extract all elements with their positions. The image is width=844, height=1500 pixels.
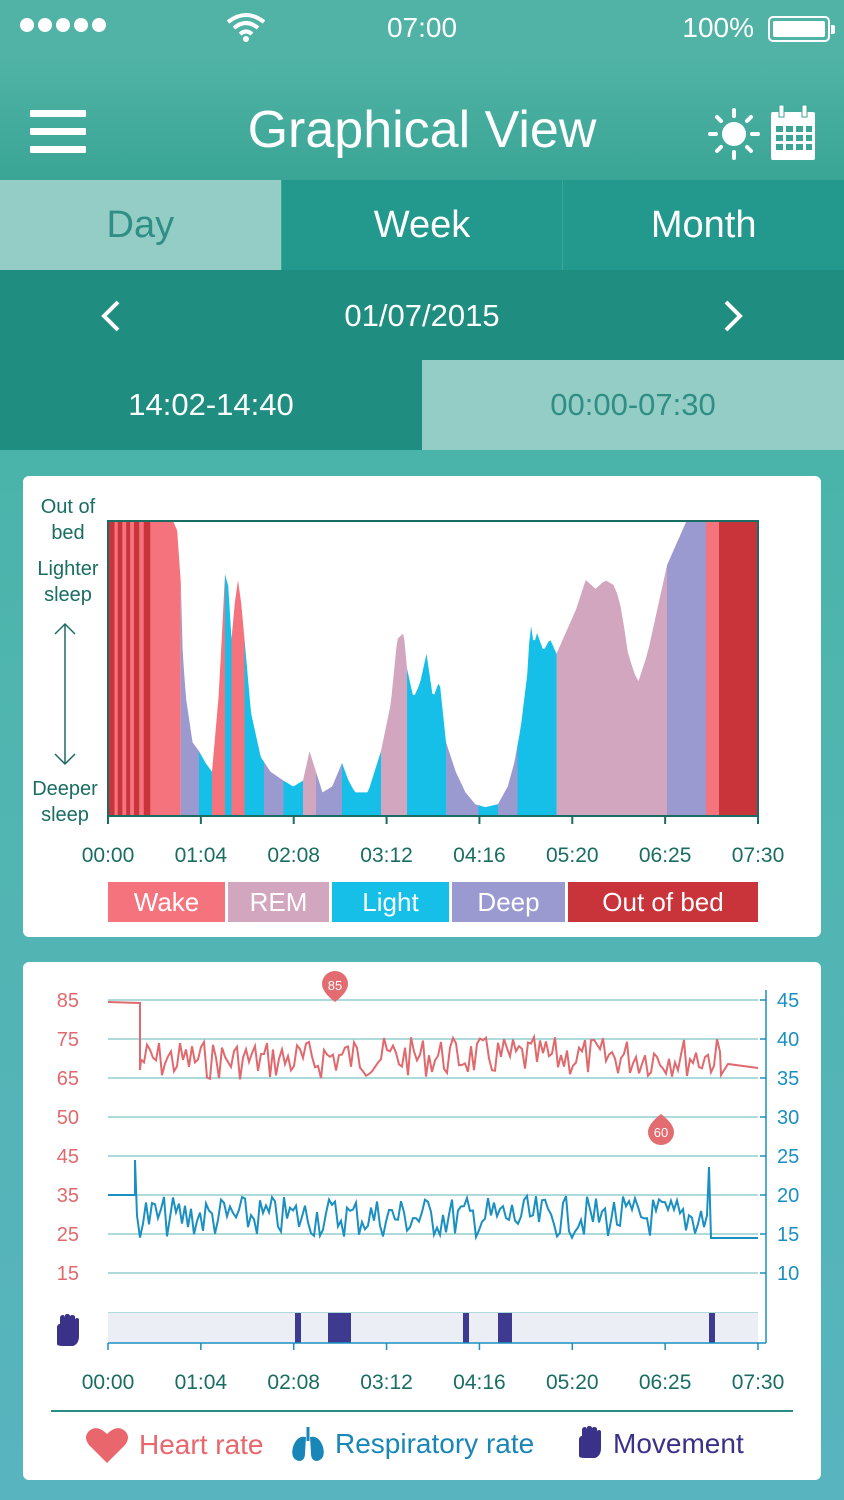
session-selector: 14:02-14:40 00:00-07:30 xyxy=(0,360,844,450)
legend-deep: Deep xyxy=(452,882,568,922)
movement-hand-icon xyxy=(57,1314,79,1346)
hr-axis-label: 35 xyxy=(57,1185,79,1207)
legend-light: Light xyxy=(332,882,452,922)
hr-axis-label: 50 xyxy=(57,1107,79,1129)
x-tick-label: 03:12 xyxy=(360,1371,413,1394)
movement-event xyxy=(463,1313,469,1343)
status-bar: 07:00 100% xyxy=(0,0,844,56)
movement-event xyxy=(709,1313,715,1343)
session-tab-2[interactable]: 00:00-07:30 xyxy=(422,360,844,450)
hr-min-marker: 60 xyxy=(648,1114,674,1145)
current-date: 01/07/2015 xyxy=(344,298,500,333)
rr-axis-label: 20 xyxy=(777,1185,799,1207)
chevron-right-icon[interactable] xyxy=(718,298,748,334)
hr-axis-label: 15 xyxy=(57,1263,79,1285)
tab-week[interactable]: Week xyxy=(282,180,564,270)
label-lighter-sleep: Lighter sleep xyxy=(37,558,99,606)
x-tick-label: 04:16 xyxy=(453,1371,506,1394)
date-navigator: 01/07/2015 xyxy=(0,270,844,360)
x-tick-label: 07:30 xyxy=(732,1371,785,1394)
lungs-icon xyxy=(292,1427,324,1461)
x-tick-label: 03:12 xyxy=(360,844,413,867)
rr-axis-label: 25 xyxy=(777,1146,799,1168)
legend-divider xyxy=(51,1410,793,1412)
x-tick-label: 05:20 xyxy=(546,1371,599,1394)
vitals-legend: Heart rate Respiratory rate Movement xyxy=(23,1417,821,1467)
respiratory-rate-line xyxy=(108,1159,758,1241)
signal-dots xyxy=(20,18,106,32)
svg-text:60: 60 xyxy=(654,1125,668,1140)
legend-out-of-bed: Out of bed xyxy=(568,882,758,922)
tab-day[interactable]: Day xyxy=(0,180,282,270)
movement-event xyxy=(498,1313,512,1343)
x-tick-label: 01:04 xyxy=(175,844,228,867)
vitals-chart: 85 75 65 50 45 35 25 15 45 40 35 30 25 20 15 10 00:00 0… xyxy=(57,971,799,1394)
rr-axis-label: 35 xyxy=(777,1068,799,1090)
x-tick-label: 06:25 xyxy=(639,844,692,867)
hand-icon xyxy=(579,1426,601,1458)
app-header: Graphical View xyxy=(0,56,844,180)
x-tick-label: 00:00 xyxy=(82,1371,135,1394)
movement-event xyxy=(295,1313,301,1343)
battery-icon xyxy=(768,16,835,42)
x-tick-label: 01:04 xyxy=(175,1371,228,1394)
calendar-icon[interactable] xyxy=(770,104,816,162)
sleep-stage-legend: Wake REM Light Deep Out of bed xyxy=(108,882,758,922)
x-tick-label: 06:25 xyxy=(639,1371,692,1394)
movement-event xyxy=(328,1313,351,1343)
period-tabs: Day Week Month xyxy=(0,180,844,270)
wifi-icon xyxy=(226,13,266,42)
hr-axis-label: 45 xyxy=(57,1146,79,1168)
legend-movement: Movement xyxy=(575,1425,744,1463)
label-out-of-bed: Out of bed xyxy=(40,496,96,544)
sun-icon[interactable] xyxy=(708,108,760,160)
hr-axis-label: 25 xyxy=(57,1224,79,1246)
x-tick-label: 05:20 xyxy=(546,844,599,867)
legend-wake: Wake xyxy=(108,882,228,922)
status-time: 07:00 xyxy=(386,12,458,43)
chevron-left-icon[interactable] xyxy=(96,298,126,334)
movement-track xyxy=(108,1313,758,1343)
legend-rem: REM xyxy=(228,882,332,922)
legend-respiratory-rate: Respiratory rate xyxy=(289,1425,534,1463)
x-tick-label: 07:30 xyxy=(732,844,785,867)
heart-icon xyxy=(86,1428,128,1463)
rr-axis-label: 45 xyxy=(777,990,799,1012)
svg-text:85: 85 xyxy=(328,978,342,993)
rr-axis-label: 40 xyxy=(777,1029,799,1051)
sleep-hypnogram xyxy=(107,520,759,824)
vitals-chart-card: 85 75 65 50 45 35 25 15 45 40 35 30 25 20 15 10 00:00 0… xyxy=(23,962,821,1480)
sleep-stage-chart-card: Out of bed Lighter sleep Deeper sleep 00:00… xyxy=(23,476,821,937)
tab-month[interactable]: Month xyxy=(650,203,757,246)
rr-axis-label: 30 xyxy=(777,1107,799,1129)
label-deeper-sleep: Deeper sleep xyxy=(32,778,98,826)
legend-heart-rate: Heart rate xyxy=(85,1425,264,1465)
hr-axis-label: 85 xyxy=(57,990,79,1012)
x-tick-label: 02:08 xyxy=(267,844,320,867)
x-tick-label: 04:16 xyxy=(453,844,506,867)
hamburger-icon[interactable] xyxy=(30,110,86,154)
hr-max-marker: 85 xyxy=(322,971,348,1002)
x-tick-label: 02:08 xyxy=(267,1371,320,1394)
rr-axis-label: 10 xyxy=(777,1263,799,1285)
heart-rate-line xyxy=(107,1001,759,1081)
rr-axis-label: 15 xyxy=(777,1224,799,1246)
session-tab-1[interactable]: 14:02-14:40 xyxy=(0,360,422,450)
depth-arrow-icon xyxy=(54,622,76,766)
page-title: Graphical View xyxy=(247,101,597,159)
hr-axis-label: 65 xyxy=(57,1068,79,1090)
battery-percent: 100% xyxy=(682,12,754,43)
hr-axis-label: 75 xyxy=(57,1029,79,1051)
x-tick-label: 00:00 xyxy=(82,844,135,867)
